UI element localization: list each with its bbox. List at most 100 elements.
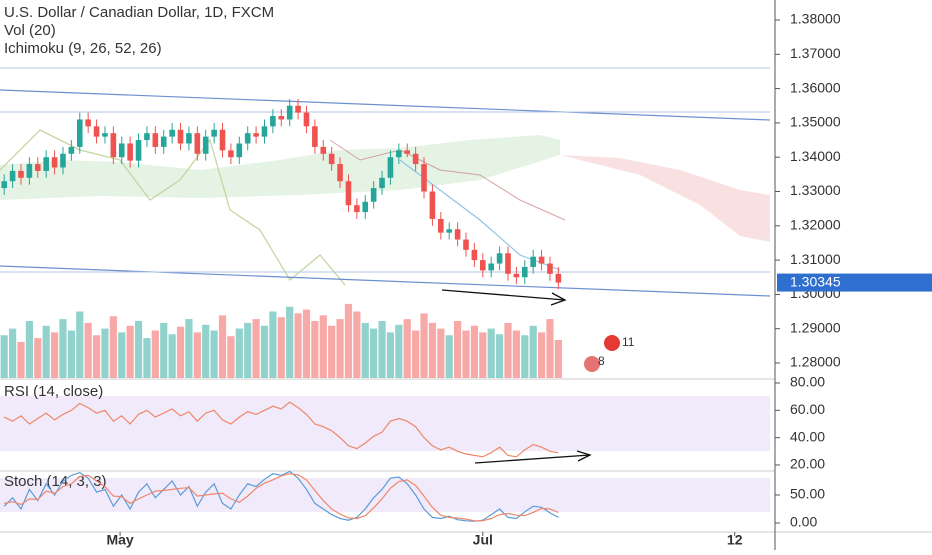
y-tick-label: 1.31000 [790,251,841,267]
volume-bar [84,322,92,378]
candle-body [328,153,335,165]
legend-entry: Stoch (14, 3, 3) [4,473,107,490]
candle-body [480,260,486,271]
last-price-label: 1.30345 [790,273,841,289]
y-tick-label: 1.38000 [790,11,841,27]
volume-bar [445,335,453,378]
y-tick-label: 1.29000 [790,319,841,335]
volume-bar [8,328,17,378]
candle-body [337,164,343,182]
candle-body [286,105,293,120]
volume-bar [462,330,470,378]
y-tick-label: 1.28000 [790,354,841,370]
candle-body [404,150,411,154]
y-tick-label: 40.00 [790,428,825,444]
y-tick-label: 20.00 [790,456,825,472]
candle-body [488,263,494,271]
volume-bar [50,332,59,378]
candle-body [547,263,553,274]
candle-body [169,129,175,137]
volume-bar [235,328,243,378]
volume-bar [17,341,25,378]
candle-body [43,157,49,171]
y-tick-label: 1.34000 [790,148,841,164]
candle-body [68,146,75,154]
volume-bar [319,315,327,378]
event-icons: 11 8 [584,335,635,372]
candle-body [354,205,360,213]
volume-bar [403,319,411,378]
volume-bar [302,309,311,378]
candle-body [211,129,217,137]
candle-body [521,266,528,278]
candle-body [446,229,453,233]
candle-body [18,170,24,178]
candle-body [412,153,419,165]
candle-body [530,256,536,267]
candle-body [538,256,545,264]
candle-body [177,129,184,144]
volume-bar [336,319,344,378]
cloud-bull [0,135,560,200]
volume-bar [67,330,75,378]
volume-bar [395,324,403,378]
channel-bottom [0,265,771,297]
volume-bar [0,335,8,378]
candle-body [1,181,7,189]
candle-body [244,133,251,144]
volume-bar [101,328,109,378]
candle-body [429,191,436,219]
candle-body [454,229,461,240]
volume-bar [218,315,227,378]
y-tick-label: 50.00 [790,486,825,502]
candle-body [51,157,58,168]
candle-body [555,273,562,283]
volume-bar [160,322,168,378]
y-tick-label: 1.37000 [790,45,841,61]
volume-bar [294,313,302,378]
candle-body [320,146,327,154]
candle-body [505,253,511,274]
volume-bar [76,311,84,378]
candle-body [144,133,150,141]
candle-body [102,133,108,137]
volume-bar [25,321,33,378]
volume-bar [361,322,369,378]
candle-body [9,170,16,182]
volume-bar [420,313,428,378]
volume-bar [59,319,67,378]
y-tick-label: 1.35000 [790,114,841,130]
candle-body [496,253,503,264]
volume-bar [344,303,353,378]
volume-bar [227,336,235,378]
volume-bar [92,335,101,378]
event-icon [584,356,600,372]
y-tick-label: 1.33000 [790,182,841,198]
volume-bar [151,330,159,378]
volume-bar [42,325,50,378]
volume-bar [386,332,395,378]
candle-body [261,126,268,137]
candle-body [127,143,133,161]
candle-body [278,116,285,120]
candle-body [186,133,192,144]
x-tick-label: May [106,532,133,548]
volume-bar [269,311,277,378]
event-icon [604,335,620,351]
event-label: 8 [598,354,605,368]
chart-title: U.S. Dollar / Canadian Dollar, 1D, FXCM [4,4,274,21]
volume-bar [143,338,151,378]
candle-body [345,181,352,206]
arrow [441,289,592,464]
candle-body [295,105,301,113]
legend-entry: Vol (20) [4,22,56,39]
volume-bar [244,322,252,378]
cloud-bear [560,155,770,242]
candle-body [194,133,201,154]
volume-bar [353,311,361,378]
volume-bar [504,322,512,378]
volume-bar [437,328,445,378]
volume-bar [521,335,529,378]
candle-body [303,112,310,127]
